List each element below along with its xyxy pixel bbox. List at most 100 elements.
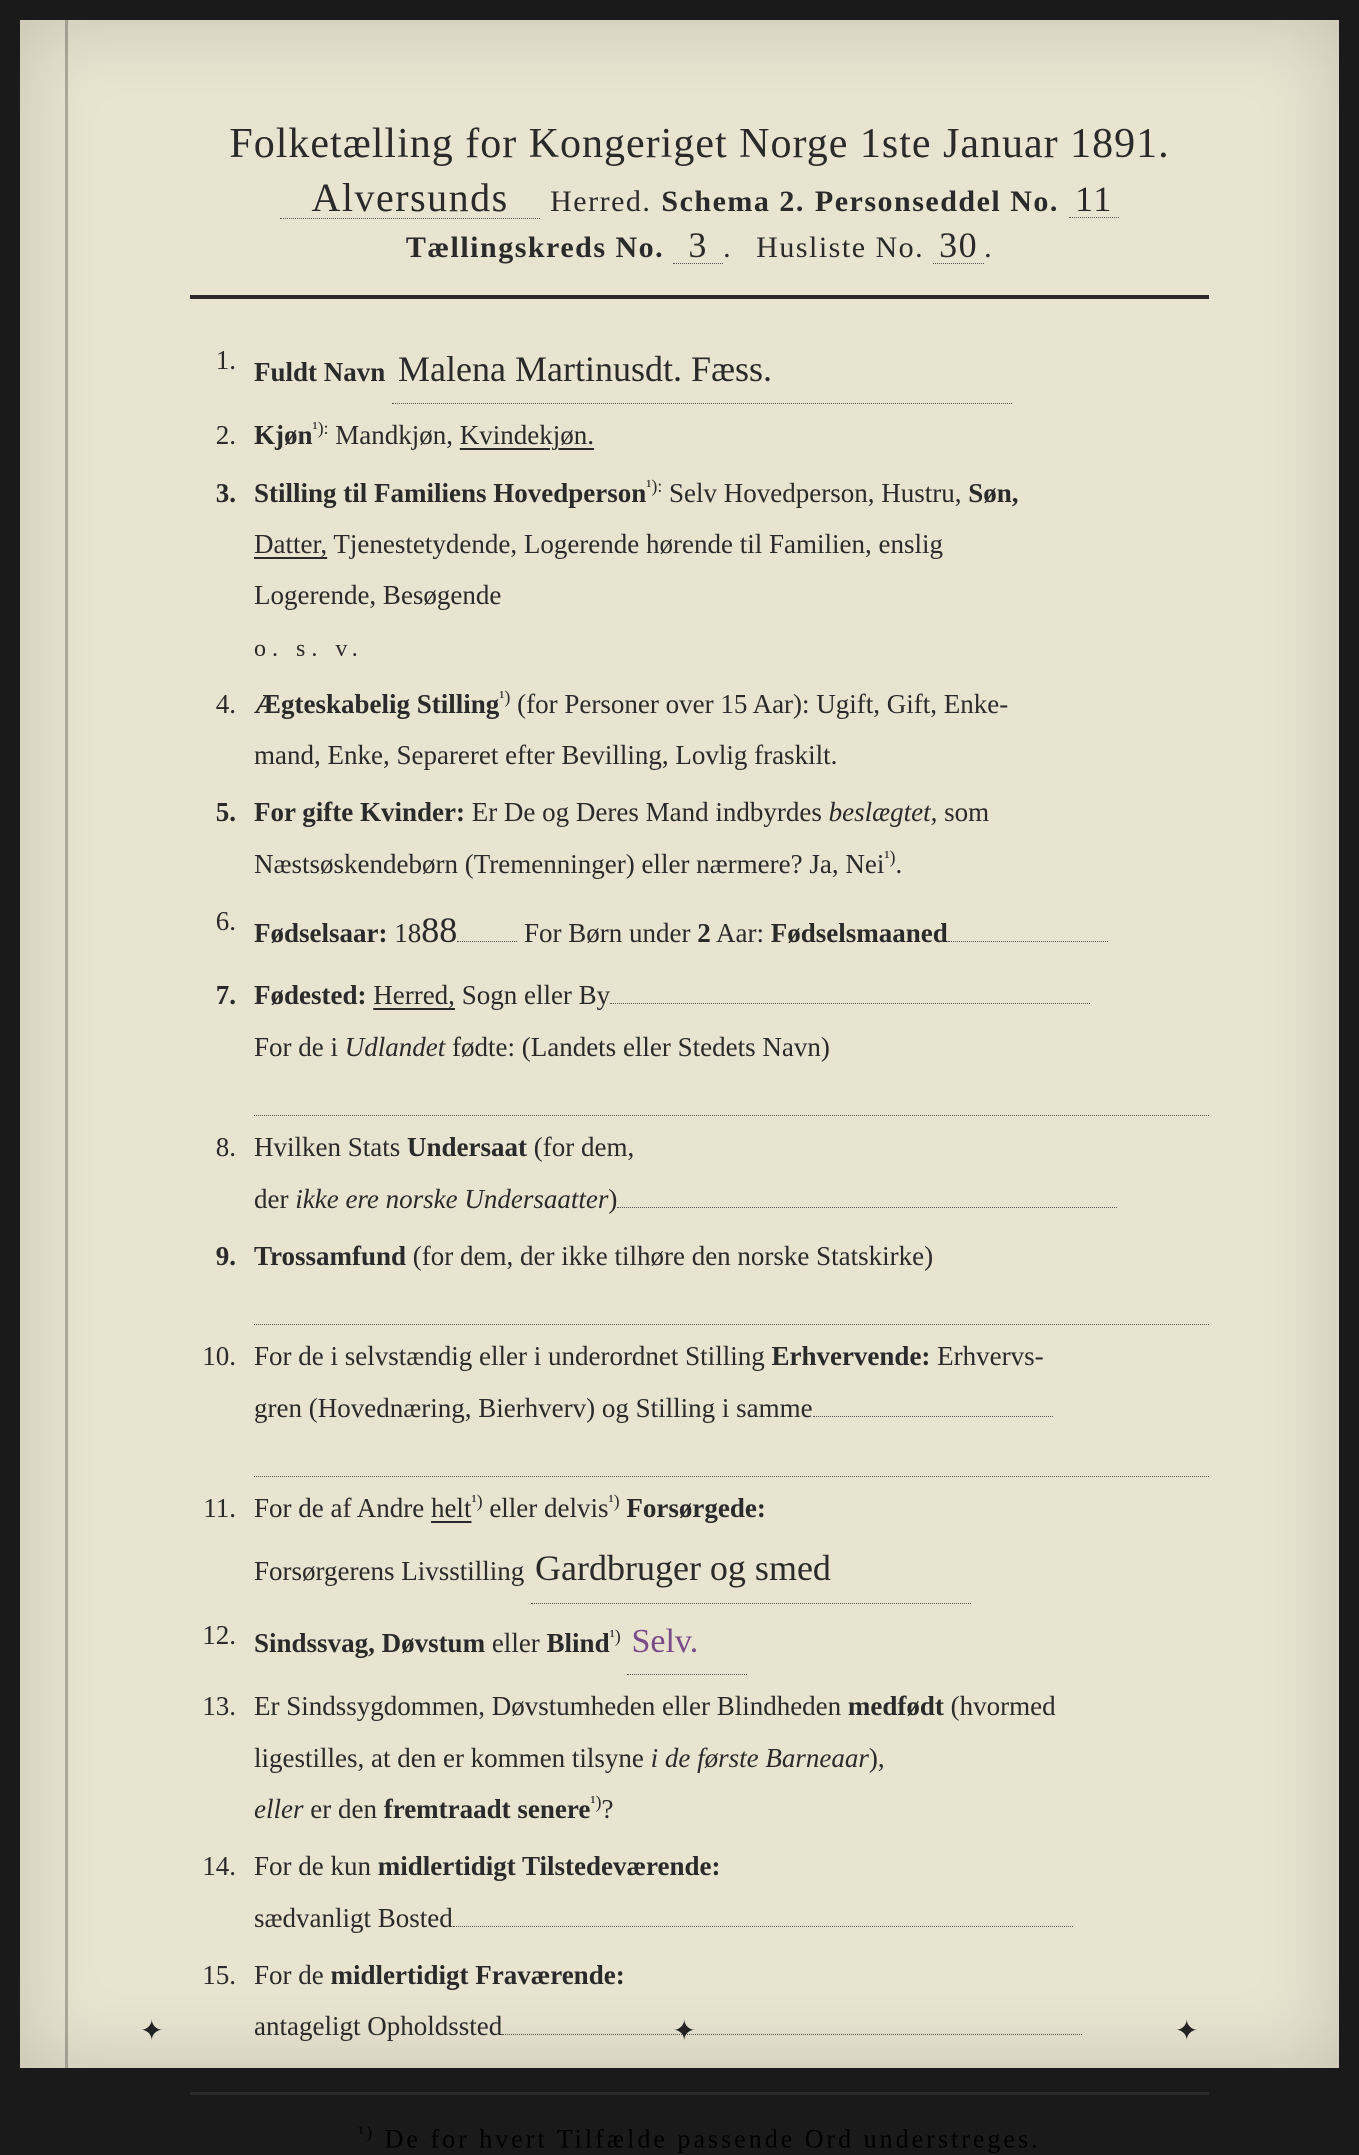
footnote-marker: ¹): [358, 2123, 375, 2142]
q1-label: Fuldt Navn: [254, 357, 385, 387]
q2-label: Kjøn: [254, 420, 313, 450]
num-6: 6.: [190, 896, 254, 964]
rule-bottom: [190, 2092, 1209, 2095]
q5-besl: beslægtet,: [829, 797, 938, 827]
q7-blank: [254, 1073, 1209, 1116]
q6-label: Fødselsaar:: [254, 918, 387, 948]
q4-line2: mand, Enke, Separeret efter Bevilling, L…: [254, 740, 837, 770]
q3-line1: Selv Hovedperson, Hustru,: [669, 478, 961, 508]
q15-line1a: For de: [254, 1960, 324, 1990]
q3-line2: Tjenestetydende, Logerende hørende til F…: [333, 529, 943, 559]
item-7: 7. Fødested: Herred, Sogn eller By For d…: [190, 970, 1209, 1116]
q7-udlandet: Udlandet: [345, 1032, 446, 1062]
q9-rest: (for dem, der ikke tilhøre den norske St…: [413, 1241, 933, 1271]
item-11: 11. For de af Andre helt¹) eller delvis¹…: [190, 1483, 1209, 1604]
q4-label: Ægteskabelig Stilling: [254, 689, 499, 719]
num-11: 11.: [190, 1483, 254, 1604]
q8-line1: Hvilken Stats: [254, 1132, 400, 1162]
q5-line2: Næstsøskendebørn (Tremenninger) eller næ…: [254, 849, 884, 879]
q13-line3b: er den: [310, 1794, 377, 1824]
q14-line2: sædvanligt Bosted: [254, 1903, 453, 1933]
q8-line2b: ): [608, 1184, 617, 1214]
q6-prefix: 18: [394, 918, 421, 948]
item-1: 1. Fuldt Navn Malena Martinusdt. Fæss.: [190, 335, 1209, 404]
q8-line2a: der: [254, 1184, 288, 1214]
q7-rest: Sogn eller By: [462, 980, 611, 1010]
num-13: 13.: [190, 1681, 254, 1835]
num-4: 4.: [190, 679, 254, 782]
husliste-value: 30: [933, 227, 984, 264]
q10-erhv: Erhvervende:: [771, 1341, 930, 1371]
item-8: 8. Hvilken Stats Undersaat (for dem, der…: [190, 1122, 1209, 1225]
q13-frem: fremtraadt senere: [384, 1794, 591, 1824]
punch-mid: ✦: [673, 2014, 687, 2028]
personseddel-label: Personseddel No.: [815, 185, 1059, 219]
punch-left: ✦: [140, 2014, 154, 2028]
title-year: 1891.: [1070, 121, 1170, 167]
q14-mid: midlertidigt Tilstedeværende:: [378, 1851, 721, 1881]
q12-blind: Blind: [547, 1628, 610, 1658]
q11-fors: Forsørgede:: [626, 1493, 765, 1523]
q3-osv: o. s. v.: [254, 636, 364, 662]
q11-line1b: eller delvis: [489, 1493, 608, 1523]
q13-line1b: (hvormed: [951, 1691, 1056, 1721]
q6-two: 2: [697, 918, 711, 948]
q2-kvinde: Kvindekjøn.: [460, 420, 594, 450]
q13-line2b: ),: [869, 1743, 885, 1773]
q12-rest: eller: [492, 1628, 540, 1658]
q10-line2: gren (Hovednæring, Bierhverv) og Stillin…: [254, 1393, 813, 1423]
q6-value: 88: [421, 910, 457, 950]
q6-rest: For Børn under: [524, 918, 690, 948]
kreds-value: 3: [673, 227, 723, 264]
q7-line2a: For de i: [254, 1032, 338, 1062]
q15-mid: midlertidigt Fraværende:: [331, 1960, 625, 1990]
form-header: Folketælling for Kongeriget Norge 1ste J…: [190, 120, 1209, 265]
schema-label: Schema 2.: [661, 185, 805, 219]
item-6: 6. Fødselsaar: 1888 For Børn under 2 Aar…: [190, 896, 1209, 964]
subheader-2: Tællingskreds No. 3. Husliste No. 30.: [190, 227, 1209, 265]
q3-son: Søn,: [968, 478, 1018, 508]
punch-right: ✦: [1175, 2014, 1189, 2028]
num-1: 1.: [190, 335, 254, 404]
num-10: 10.: [190, 1331, 254, 1477]
q3-label: Stilling til Familiens Hovedperson: [254, 478, 646, 508]
footnote: ¹) De for hvert Tilfælde passende Ord un…: [190, 2123, 1209, 2155]
q13-line3a: eller: [254, 1794, 303, 1824]
q8-ikke: ikke ere norske Undersaatter: [295, 1184, 608, 1214]
q15-line2: antageligt Opholdssted: [254, 2011, 502, 2041]
form-body: 1. Fuldt Navn Malena Martinusdt. Fæss. 2…: [190, 335, 1209, 2052]
q13-line1a: Er Sindssygdommen, Døvstumheden eller Bl…: [254, 1691, 841, 1721]
item-14: 14. For de kun midlertidigt Tilstedevære…: [190, 1841, 1209, 1944]
item-10: 10. For de i selvstændig eller i underor…: [190, 1331, 1209, 1477]
rule-top: [190, 295, 1209, 299]
q8-line1b: (for dem,: [534, 1132, 634, 1162]
q7-line2b: fødte: (Landets eller Stedets Navn): [452, 1032, 830, 1062]
num-2: 2.: [190, 410, 254, 461]
q13-medf: medfødt: [848, 1691, 944, 1721]
census-form-page: Folketælling for Kongeriget Norge 1ste J…: [20, 20, 1339, 2068]
q10-line1a: For de i selvstændig eller i underordnet…: [254, 1341, 765, 1371]
q11-line1a: For de af Andre: [254, 1493, 424, 1523]
q7-label: Fødested:: [254, 980, 366, 1010]
num-12: 12.: [190, 1610, 254, 1676]
item-2: 2. Kjøn¹): Mandkjøn, Kvindekjøn.: [190, 410, 1209, 461]
q11-value: Gardbruger og smed: [531, 1534, 971, 1603]
kreds-label: Tællingskreds No.: [406, 231, 664, 264]
num-3: 3.: [190, 468, 254, 673]
item-3: 3. Stilling til Familiens Hovedperson¹):…: [190, 468, 1209, 673]
q5-label: For gifte Kvinder:: [254, 797, 465, 827]
item-5: 5. For gifte Kvinder: Er De og Deres Man…: [190, 787, 1209, 890]
q12-label: Sindssvag, Døvstum: [254, 1628, 485, 1658]
q3-datter: Datter,: [254, 529, 327, 559]
q12-value: Selv.: [627, 1610, 747, 1676]
q1-value: Malena Martinusdt. Fæss.: [392, 335, 1012, 404]
num-5: 5.: [190, 787, 254, 890]
num-8: 8.: [190, 1122, 254, 1225]
q4-line1: (for Personer over 15 Aar): Ugift, Gift,…: [517, 689, 1008, 719]
item-13: 13. Er Sindssygdommen, Døvstumheden elle…: [190, 1681, 1209, 1835]
num-7: 7.: [190, 970, 254, 1116]
item-4: 4. Ægteskabelig Stilling¹) (for Personer…: [190, 679, 1209, 782]
num-9: 9.: [190, 1231, 254, 1325]
item-12: 12. Sindssvag, Døvstum eller Blind¹) Sel…: [190, 1610, 1209, 1676]
q5-line1a: Er De og Deres Mand indbyrdes: [472, 797, 822, 827]
